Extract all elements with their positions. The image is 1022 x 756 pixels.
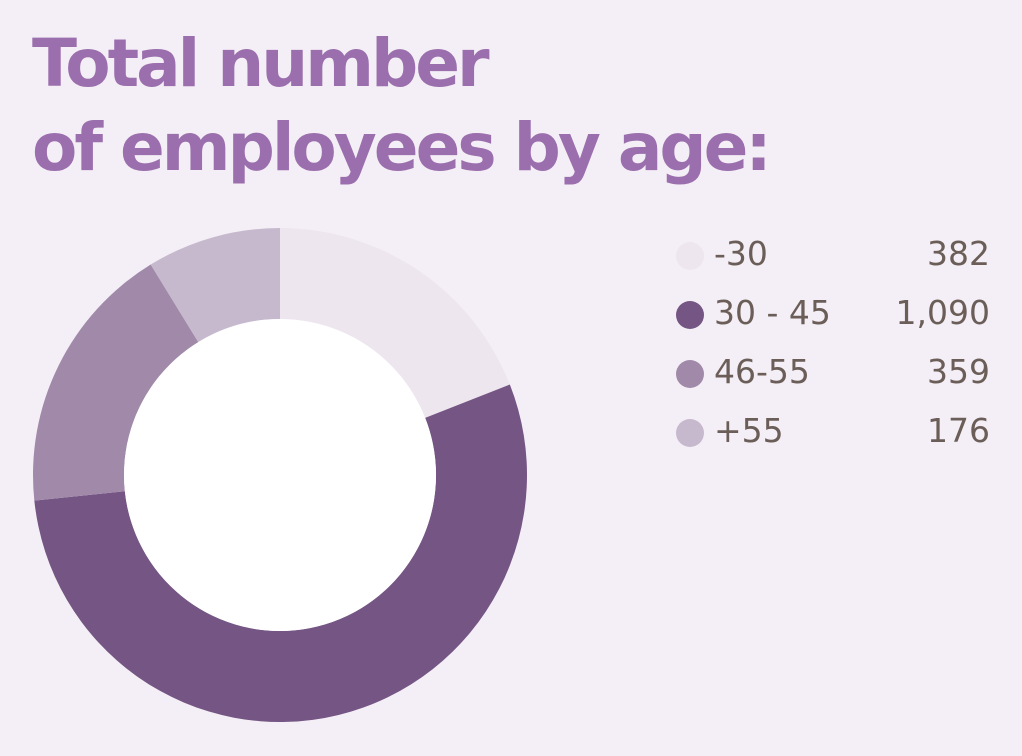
legend-value: 1,090 [895, 293, 990, 332]
legend-item: 46-55 359 [672, 346, 992, 405]
legend-item: -30 382 [672, 228, 992, 287]
legend-swatch [676, 242, 704, 270]
chart-title: Total number of employees by age: [32, 22, 772, 190]
legend-label: 46-55 [714, 352, 810, 391]
legend-label: +55 [714, 411, 784, 450]
donut-slice-3 [32, 264, 199, 501]
legend-item: +55 176 [672, 405, 992, 464]
legend-value: 176 [927, 411, 990, 450]
donut-slice-4 [150, 228, 280, 343]
legend-value: 382 [927, 234, 990, 273]
donut-slice-2 [34, 384, 527, 722]
legend-swatch [676, 301, 704, 329]
donut-chart [32, 228, 527, 722]
legend-item: 30 - 45 1,090 [672, 287, 992, 346]
chart-title-line-2: of employees by age: [32, 109, 772, 186]
donut-slice-1 [280, 228, 510, 418]
legend-swatch [676, 360, 704, 388]
chart-title-line-1: Total number [32, 25, 490, 102]
legend-swatch [676, 419, 704, 447]
legend-label: 30 - 45 [714, 293, 831, 332]
chart-legend: -30 382 30 - 45 1,090 46-55 359 +55 176 [672, 228, 992, 464]
donut-hole [124, 319, 436, 631]
legend-label: -30 [714, 234, 768, 273]
legend-value: 359 [927, 352, 990, 391]
